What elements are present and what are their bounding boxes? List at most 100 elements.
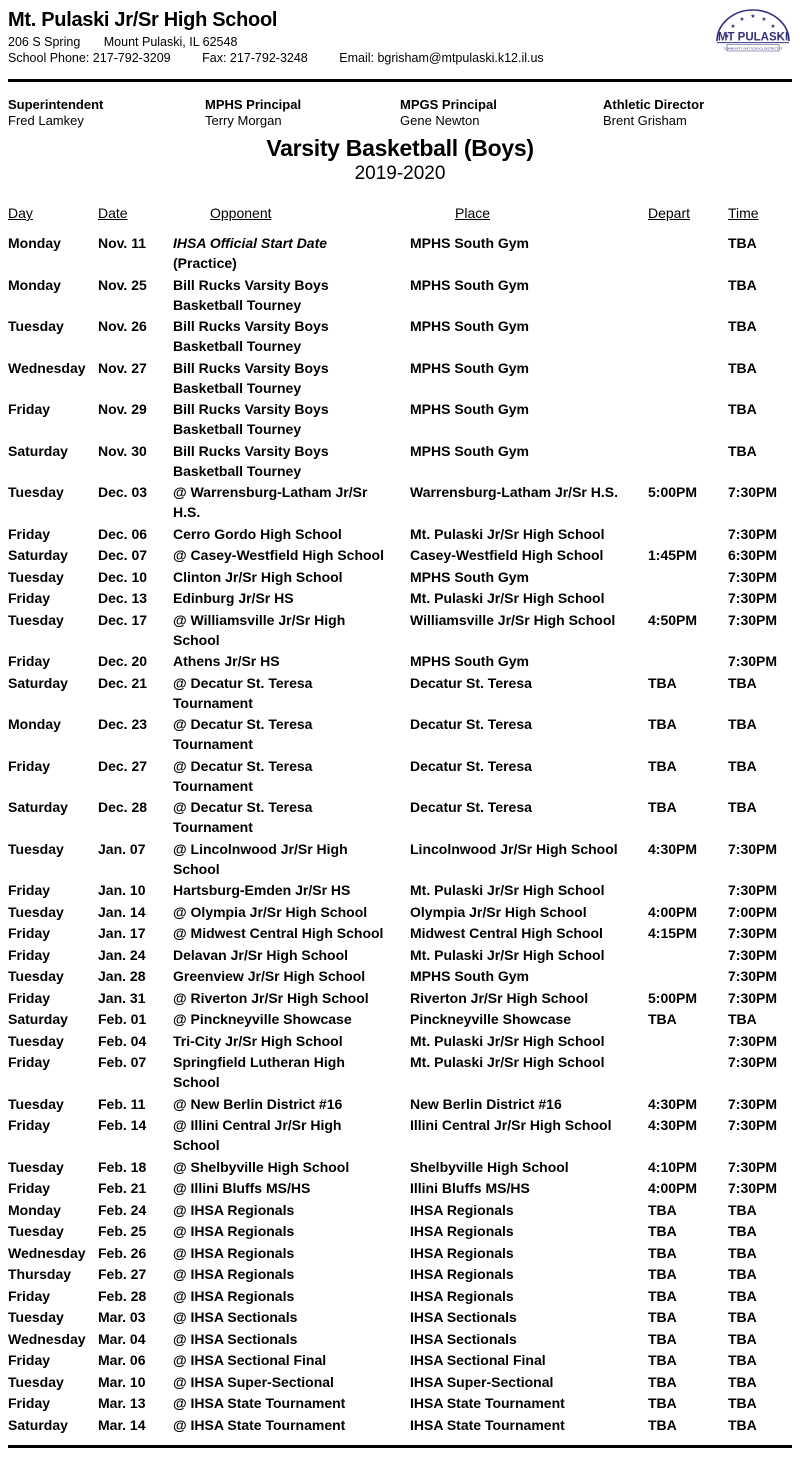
cell-place: MPHS South Gym bbox=[410, 568, 530, 585]
cell-depart: 4:30PM bbox=[648, 1117, 698, 1133]
cell-day: Friday bbox=[8, 1117, 51, 1133]
cell-depart bbox=[648, 275, 728, 317]
cell-date: Dec. 27 bbox=[98, 757, 148, 774]
cell-depart: TBA bbox=[648, 1201, 677, 1218]
cell-depart bbox=[648, 651, 728, 673]
school-fax: Fax: 217-792-3248 bbox=[202, 51, 308, 65]
cell-depart: TBA bbox=[648, 1352, 677, 1368]
cell-opponent: @ New Berlin District #16 bbox=[173, 1095, 343, 1112]
cell-date: Mar. 06 bbox=[98, 1352, 146, 1368]
table-row: Monday Nov. 11 IHSA Official Start Date (Pr… bbox=[8, 233, 792, 275]
cell-place: Pinckneyville Showcase bbox=[410, 1011, 572, 1027]
table-row: Friday Mar. 13 @ IHSA State Tournament IHSA… bbox=[8, 1393, 792, 1415]
cell-day: Friday bbox=[8, 882, 51, 898]
table-row: Tuesday Jan. 07 @ Lincolnwood Jr/Sr High Sc… bbox=[8, 839, 792, 881]
table-row: Saturday Dec. 28 @ Decatur St. Teresa Tourn… bbox=[8, 797, 792, 839]
cell-day: Wednesday bbox=[8, 1244, 86, 1261]
table-row: Wednesday Feb. 26 @ IHSA Regionals IHSA Reg… bbox=[8, 1243, 792, 1265]
cell-day: Wednesday bbox=[8, 1330, 86, 1347]
cell-opponent: @ IHSA Regionals bbox=[173, 1223, 295, 1239]
svg-text:★: ★ bbox=[739, 16, 744, 23]
table-row: Friday Dec. 20 Athens Jr/Sr HS MPHS South G… bbox=[8, 651, 792, 673]
staff-title: Superintendent bbox=[8, 97, 104, 112]
cell-place: IHSA Regionals bbox=[410, 1266, 514, 1282]
cell-time: 7:30PM bbox=[728, 1095, 778, 1112]
staff-name: Gene Newton bbox=[400, 113, 480, 128]
column-header-date: Date bbox=[98, 205, 128, 221]
cell-date: Dec. 07 bbox=[98, 547, 148, 563]
cell-day: Friday bbox=[8, 989, 51, 1006]
table-row: Tuesday Feb. 11 @ New Berlin District #16 N… bbox=[8, 1094, 792, 1116]
cell-opponent: @ IHSA State Tournament bbox=[173, 1395, 346, 1411]
cell-time: TBA bbox=[728, 1330, 757, 1347]
cell-time: TBA bbox=[728, 318, 757, 334]
cell-day: Friday bbox=[8, 1395, 51, 1411]
cell-opponent: Springfield Lutheran High School bbox=[173, 1054, 345, 1090]
cell-place: MPHS South Gym bbox=[410, 276, 530, 293]
table-row: Monday Feb. 24 @ IHSA Regionals IHSA Region… bbox=[8, 1200, 792, 1222]
school-logo: ★ ★ ★ ★ ★ ★ ★ MT PULASKI COMMUNITY UNIT … bbox=[714, 8, 792, 56]
footer-divider bbox=[8, 1445, 792, 1448]
cell-opponent: @ Pinckneyville Showcase bbox=[173, 1011, 352, 1027]
cell-depart bbox=[648, 399, 728, 441]
column-header-opponent: Opponent bbox=[210, 205, 272, 221]
cell-depart: TBA bbox=[648, 1011, 677, 1027]
table-row: Friday Nov. 29 Bill Rucks Varsity Boys Bask… bbox=[8, 399, 792, 441]
cell-place: IHSA Sectional Final bbox=[410, 1352, 546, 1368]
cell-depart: TBA bbox=[648, 1395, 677, 1411]
cell-opponent: @ Illini Bluffs MS/HS bbox=[173, 1180, 311, 1196]
cell-depart: TBA bbox=[648, 1373, 677, 1390]
table-row: Friday Jan. 24 Delavan Jr/Sr High School Mt… bbox=[8, 945, 792, 967]
cell-opponent: Tri-City Jr/Sr High School bbox=[173, 1032, 343, 1049]
cell-opponent: @ Illini Central Jr/Sr High School bbox=[173, 1117, 342, 1153]
cell-depart: TBA bbox=[648, 674, 677, 691]
cell-place: Illini Central Jr/Sr High School bbox=[410, 1117, 612, 1133]
cell-time: 7:30PM bbox=[728, 525, 778, 542]
cell-depart: TBA bbox=[648, 1309, 677, 1325]
table-row: Friday Feb. 07 Springfield Lutheran High Sc… bbox=[8, 1052, 792, 1094]
cell-place: Mt. Pulaski Jr/Sr High School bbox=[410, 1032, 605, 1049]
cell-place: IHSA State Tournament bbox=[410, 1416, 565, 1433]
svg-text:★: ★ bbox=[730, 23, 735, 30]
cell-date: Feb. 28 bbox=[98, 1287, 147, 1304]
cell-opponent: @ IHSA Regionals bbox=[173, 1244, 295, 1261]
cell-time: 7:00PM bbox=[728, 903, 778, 920]
column-header-time: Time bbox=[728, 205, 759, 221]
cell-day: Tuesday bbox=[8, 903, 64, 920]
cell-depart bbox=[648, 1052, 728, 1094]
cell-place: IHSA Sectionals bbox=[410, 1309, 517, 1325]
cell-opponent: Edinburg Jr/Sr HS bbox=[173, 590, 294, 606]
cell-depart bbox=[648, 588, 728, 610]
column-header-day: Day bbox=[8, 205, 33, 221]
cell-depart: 4:30PM bbox=[648, 1095, 698, 1112]
cell-place: MPHS South Gym bbox=[410, 401, 530, 417]
cell-date: Jan. 07 bbox=[98, 840, 146, 857]
cell-place: IHSA Regionals bbox=[410, 1287, 514, 1304]
cell-depart bbox=[648, 880, 728, 902]
cell-place: IHSA Sectionals bbox=[410, 1330, 517, 1347]
cell-depart: 4:00PM bbox=[648, 1180, 698, 1196]
cell-opponent: @ IHSA Sectional Final bbox=[173, 1352, 327, 1368]
cell-depart: TBA bbox=[648, 799, 677, 815]
cell-opponent: @ Decatur St. Teresa Tournament bbox=[173, 757, 313, 794]
cell-time: 7:30PM bbox=[728, 590, 778, 606]
cell-date: Nov. 30 bbox=[98, 442, 147, 459]
cell-opponent: Cerro Gordo High School bbox=[173, 525, 342, 542]
svg-text:★: ★ bbox=[761, 16, 766, 23]
cell-depart bbox=[648, 233, 728, 275]
cell-opponent: @ Riverton Jr/Sr High School bbox=[173, 989, 369, 1006]
svg-text:★: ★ bbox=[750, 13, 755, 20]
cell-day: Wednesday bbox=[8, 359, 86, 376]
table-row: Friday Feb. 14 @ Illini Central Jr/Sr High… bbox=[8, 1115, 792, 1157]
school-phone: School Phone: 217-792-3209 bbox=[8, 51, 171, 65]
cell-depart bbox=[648, 966, 728, 988]
cell-day: Friday bbox=[8, 946, 51, 963]
cell-day: Monday bbox=[8, 1201, 61, 1218]
cell-time: TBA bbox=[728, 1223, 757, 1239]
table-row: Tuesday Dec. 17 @ Williamsville Jr/Sr High… bbox=[8, 610, 792, 652]
cell-opponent: Greenview Jr/Sr High School bbox=[173, 968, 366, 984]
cell-opponent: @ Lincolnwood Jr/Sr High School bbox=[173, 840, 348, 877]
cell-depart: 4:00PM bbox=[648, 903, 698, 920]
staff-mphs-principal: MPHS Principal Terry Morgan bbox=[205, 97, 400, 128]
cell-depart bbox=[648, 524, 728, 546]
